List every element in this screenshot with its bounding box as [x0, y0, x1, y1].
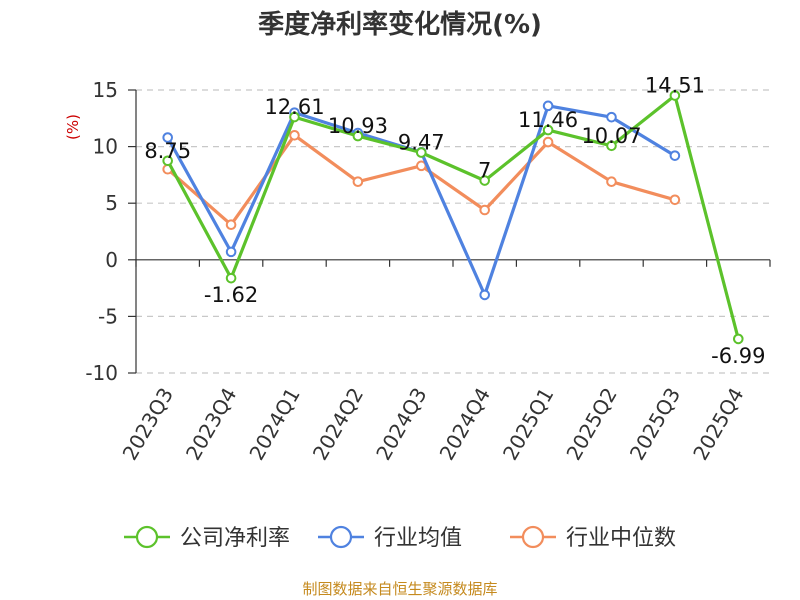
legend-label: 行业均值 — [374, 526, 462, 551]
data-point — [225, 246, 237, 258]
data-point — [225, 272, 237, 284]
data-point — [162, 132, 173, 143]
data-point — [733, 333, 744, 345]
data-label: 10.93 — [328, 114, 388, 138]
y-tick-label: -10 — [85, 361, 118, 385]
source-note: 制图数据来自恒生聚源数据库 — [302, 580, 497, 598]
data-point — [352, 176, 364, 187]
y-tick-label: 0 — [105, 248, 118, 272]
data-point — [479, 204, 491, 216]
data-point — [352, 130, 364, 142]
grid — [136, 89, 770, 374]
x-tick-label: 2024Q3 — [371, 384, 431, 465]
x-tick-label: 2025Q4 — [688, 384, 748, 465]
legend-label: 公司净利率 — [180, 526, 290, 551]
legend-swatch-marker — [135, 525, 159, 549]
data-point — [669, 90, 681, 101]
x-tick-label: 2025Q1 — [498, 384, 558, 465]
data-point — [542, 124, 554, 136]
x-tick-label: 2025Q3 — [625, 384, 685, 465]
data-point — [669, 194, 681, 206]
data-point — [542, 100, 554, 112]
data-point — [162, 155, 173, 167]
series — [162, 90, 744, 345]
y-tick-label: -5 — [98, 304, 118, 328]
data-label: -1.62 — [204, 283, 258, 307]
data-label: 10.07 — [581, 124, 641, 148]
data-point — [289, 129, 300, 141]
data-label: 14.51 — [645, 74, 705, 98]
x-tick-label: 2023Q4 — [181, 384, 241, 465]
data-point — [479, 175, 491, 186]
y-tick-label: 10 — [93, 135, 118, 159]
data-point — [669, 150, 681, 161]
data-point — [416, 147, 427, 158]
data-point — [289, 111, 300, 123]
x-tick-label: 2025Q2 — [561, 384, 621, 465]
data-label: 12.61 — [264, 95, 324, 119]
data-point — [606, 111, 617, 123]
x-tick-label: 2024Q1 — [244, 384, 304, 465]
x-tick-label: 2024Q4 — [435, 384, 495, 465]
data-label: -6.99 — [711, 344, 765, 368]
y-tick-label: 15 — [93, 78, 118, 102]
legend-swatch-marker — [521, 525, 545, 549]
data-label: 7 — [478, 159, 491, 183]
data-point — [479, 289, 491, 301]
legend-label: 行业中位数 — [566, 526, 676, 551]
legend-swatch-marker — [329, 525, 353, 549]
chart-title: 季度净利率变化情况(%) — [258, 9, 542, 40]
y-axis-label: (%) — [64, 114, 82, 140]
series-line-0 — [166, 93, 740, 340]
x-tick-label: 2024Q2 — [308, 384, 368, 465]
data-label: 11.46 — [518, 108, 578, 132]
data-label: 9.47 — [398, 131, 445, 155]
data-point — [606, 140, 617, 152]
data-point — [225, 219, 237, 231]
data-label: 8.75 — [144, 139, 191, 163]
x-tick-label: 2023Q3 — [118, 384, 178, 465]
data-point — [542, 136, 554, 148]
data-point — [606, 176, 617, 187]
legend: 公司净利率 行业均值 行业中位数 — [124, 525, 676, 551]
y-tick-label: 5 — [105, 191, 118, 215]
